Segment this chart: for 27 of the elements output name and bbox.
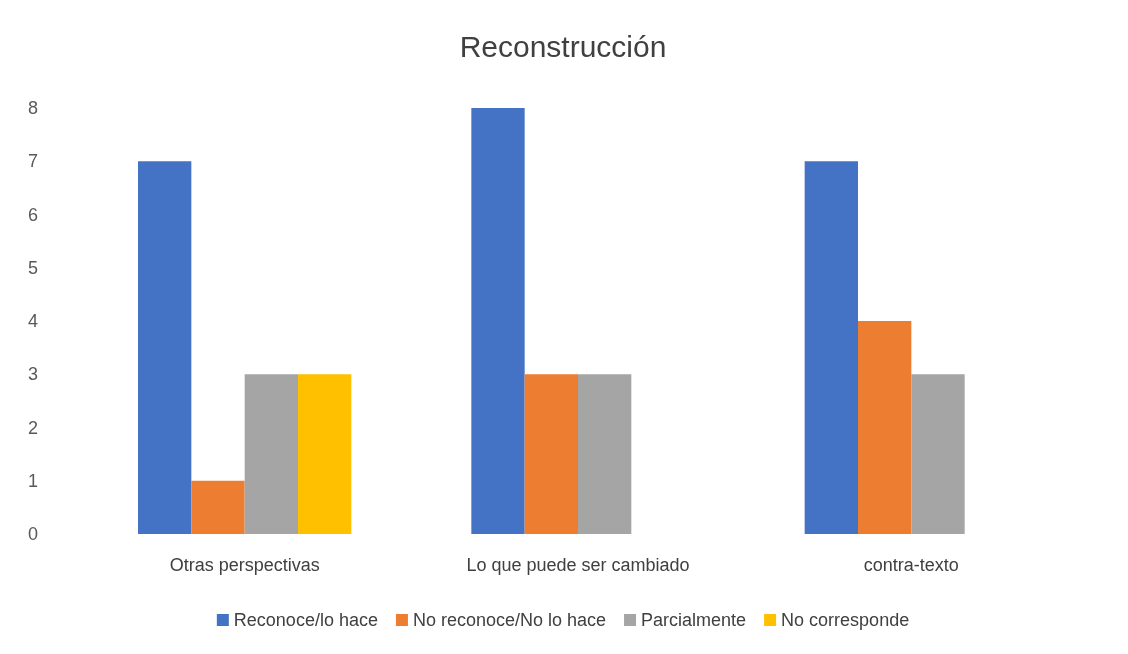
- bar: [138, 161, 192, 534]
- x-tick-label: contra-texto: [863, 555, 959, 575]
- y-tick-label: 6: [27, 204, 38, 225]
- legend-label: Parcialmente: [641, 610, 747, 630]
- bar: [578, 374, 632, 534]
- y-tick-label: 4: [27, 311, 38, 331]
- y-tick-label: 1: [27, 470, 38, 491]
- y-tick-label: 7: [27, 151, 38, 172]
- chart-title: Reconstrucción: [459, 29, 667, 63]
- bar: [911, 374, 965, 534]
- y-tick-label: 3: [27, 364, 38, 385]
- legend-label: No corresponde: [781, 610, 910, 630]
- y-tick-label: 8: [27, 98, 38, 118]
- y-tick-label: 0: [27, 524, 38, 544]
- y-tick-label: 2: [27, 417, 38, 438]
- bar: [804, 161, 858, 534]
- bar: [471, 108, 525, 534]
- x-tick-label: Lo que puede ser cambiado: [466, 555, 690, 575]
- bar: [298, 374, 352, 534]
- bar: [858, 321, 912, 534]
- legend-label: Reconoce/lo hace: [233, 610, 378, 630]
- y-tick-label: 5: [27, 257, 38, 278]
- legend-label: No reconoce/No lo hace: [412, 610, 607, 630]
- bar: [191, 480, 245, 534]
- x-tick-label: Otras perspectivas: [169, 555, 320, 575]
- bar: [524, 374, 578, 534]
- bar: [244, 374, 298, 534]
